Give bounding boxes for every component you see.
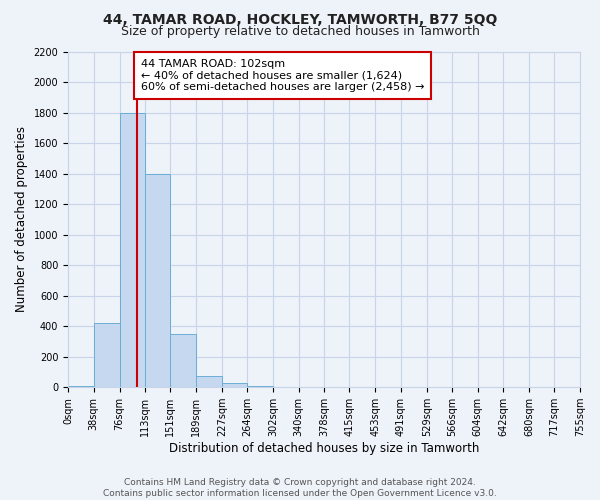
X-axis label: Distribution of detached houses by size in Tamworth: Distribution of detached houses by size … (169, 442, 479, 455)
Bar (68, 386, 94, 387)
Bar (145, 174, 170, 387)
Bar (170, 334, 196, 387)
Y-axis label: Number of detached properties: Number of detached properties (15, 126, 28, 312)
Text: Size of property relative to detached houses in Tamworth: Size of property relative to detached ho… (121, 25, 479, 38)
Bar (94, 323, 119, 387)
Bar (119, 112, 145, 387)
Text: 44, TAMAR ROAD, HOCKLEY, TAMWORTH, B77 5QQ: 44, TAMAR ROAD, HOCKLEY, TAMWORTH, B77 5… (103, 12, 497, 26)
Text: Contains HM Land Registry data © Crown copyright and database right 2024.
Contai: Contains HM Land Registry data © Crown c… (103, 478, 497, 498)
Bar (247, 386, 273, 387)
Text: 44 TAMAR ROAD: 102sqm
← 40% of detached houses are smaller (1,624)
60% of semi-d: 44 TAMAR ROAD: 102sqm ← 40% of detached … (140, 59, 424, 92)
Bar (222, 384, 247, 387)
Bar (196, 376, 222, 387)
